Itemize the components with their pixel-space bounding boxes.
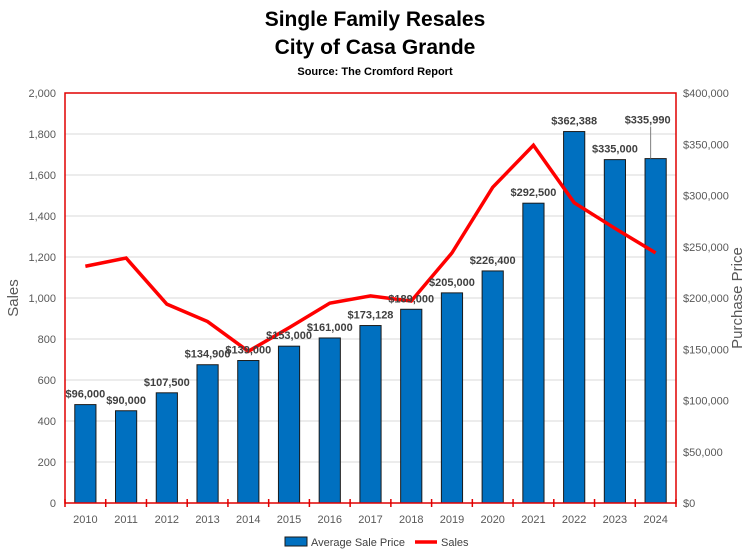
y2-tick-label: $200,000	[683, 293, 729, 305]
bar-data-label: $173,128	[348, 310, 394, 322]
y2-tick-label: $300,000	[683, 191, 729, 203]
chart-subtitle: City of Casa Grande	[274, 36, 476, 59]
y2-tick-label: $50,000	[683, 447, 723, 459]
bar	[644, 158, 667, 504]
bar-data-label: $292,500	[510, 187, 556, 199]
bar-data-label: $153,000	[266, 330, 312, 342]
bar	[400, 308, 423, 504]
bar	[74, 404, 97, 504]
x-tick-label: 2016	[318, 514, 342, 526]
bar	[359, 325, 382, 504]
bar-data-label: $90,000	[106, 395, 146, 407]
y2-tick-label: $350,000	[683, 139, 729, 151]
y-axis-title: Sales	[5, 279, 22, 317]
x-tick-label: 2010	[73, 514, 97, 526]
bar	[196, 364, 219, 504]
bar	[522, 202, 545, 504]
bar-data-label: $189,000	[388, 293, 434, 305]
x-tick-label: 2017	[358, 514, 382, 526]
y2-tick-label: $250,000	[683, 242, 729, 254]
bar-data-label: $139,000	[225, 345, 271, 357]
bar	[318, 337, 341, 504]
bar-data-label: $205,000	[429, 277, 475, 289]
chart-source: Source: The Cromford Report	[297, 66, 453, 78]
x-tick-label: 2013	[195, 514, 219, 526]
y-tick-label: 1,400	[28, 211, 56, 223]
x-tick-label: 2012	[155, 514, 179, 526]
bar	[237, 360, 260, 504]
bar	[603, 159, 626, 504]
y2-axis-title: Purchase Price	[729, 247, 746, 349]
bar-data-label: $96,000	[65, 389, 105, 401]
legend-label: Sales	[441, 537, 469, 549]
bar-data-label: $362,388	[551, 116, 597, 128]
y2-tick-label: $100,000	[683, 396, 729, 408]
plot-border	[64, 92, 677, 504]
x-tick-label: 2015	[277, 514, 301, 526]
y-tick-label: 800	[38, 334, 56, 346]
y2-tick-label: $150,000	[683, 344, 729, 356]
bar-data-label: $335,000	[592, 144, 638, 156]
y-tick-label: 200	[38, 457, 56, 469]
bar-data-label: $335,990	[625, 115, 671, 127]
y2-tick-label: $400,000	[683, 88, 729, 100]
legend-label: Average Sale Price	[311, 537, 405, 549]
y-tick-label: 1,200	[28, 252, 56, 264]
bar	[563, 131, 586, 504]
legend-bar-swatch	[284, 536, 308, 547]
x-tick-label: 2014	[236, 514, 260, 526]
x-tick-label: 2011	[114, 514, 138, 526]
bar	[277, 345, 301, 504]
y-tick-label: 600	[38, 375, 56, 387]
y-tick-label: 1,000	[28, 293, 56, 305]
x-tick-label: 2020	[480, 514, 504, 526]
bar	[440, 292, 464, 504]
x-tick-label: 2019	[440, 514, 464, 526]
y-tick-label: 0	[50, 498, 56, 510]
y2-tick-label: $0	[683, 498, 695, 510]
x-tick-label: 2023	[603, 514, 627, 526]
bar-data-label: $161,000	[307, 322, 353, 334]
bar	[481, 270, 504, 504]
x-tick-label: 2018	[399, 514, 423, 526]
x-tick-label: 2022	[562, 514, 586, 526]
bar-data-label: $107,500	[144, 377, 190, 389]
chart-title: Single Family Resales	[264, 8, 486, 31]
y-tick-label: 1,600	[28, 170, 56, 182]
y-tick-label: 2,000	[28, 88, 56, 100]
bar-data-label: $134,900	[185, 349, 231, 361]
bar	[155, 392, 178, 504]
bar-data-label: $226,400	[470, 255, 516, 267]
y-tick-label: 1,800	[28, 129, 56, 141]
y-tick-label: 400	[38, 416, 56, 428]
bar	[115, 410, 138, 504]
x-tick-label: 2024	[643, 514, 667, 526]
x-tick-label: 2021	[521, 514, 545, 526]
